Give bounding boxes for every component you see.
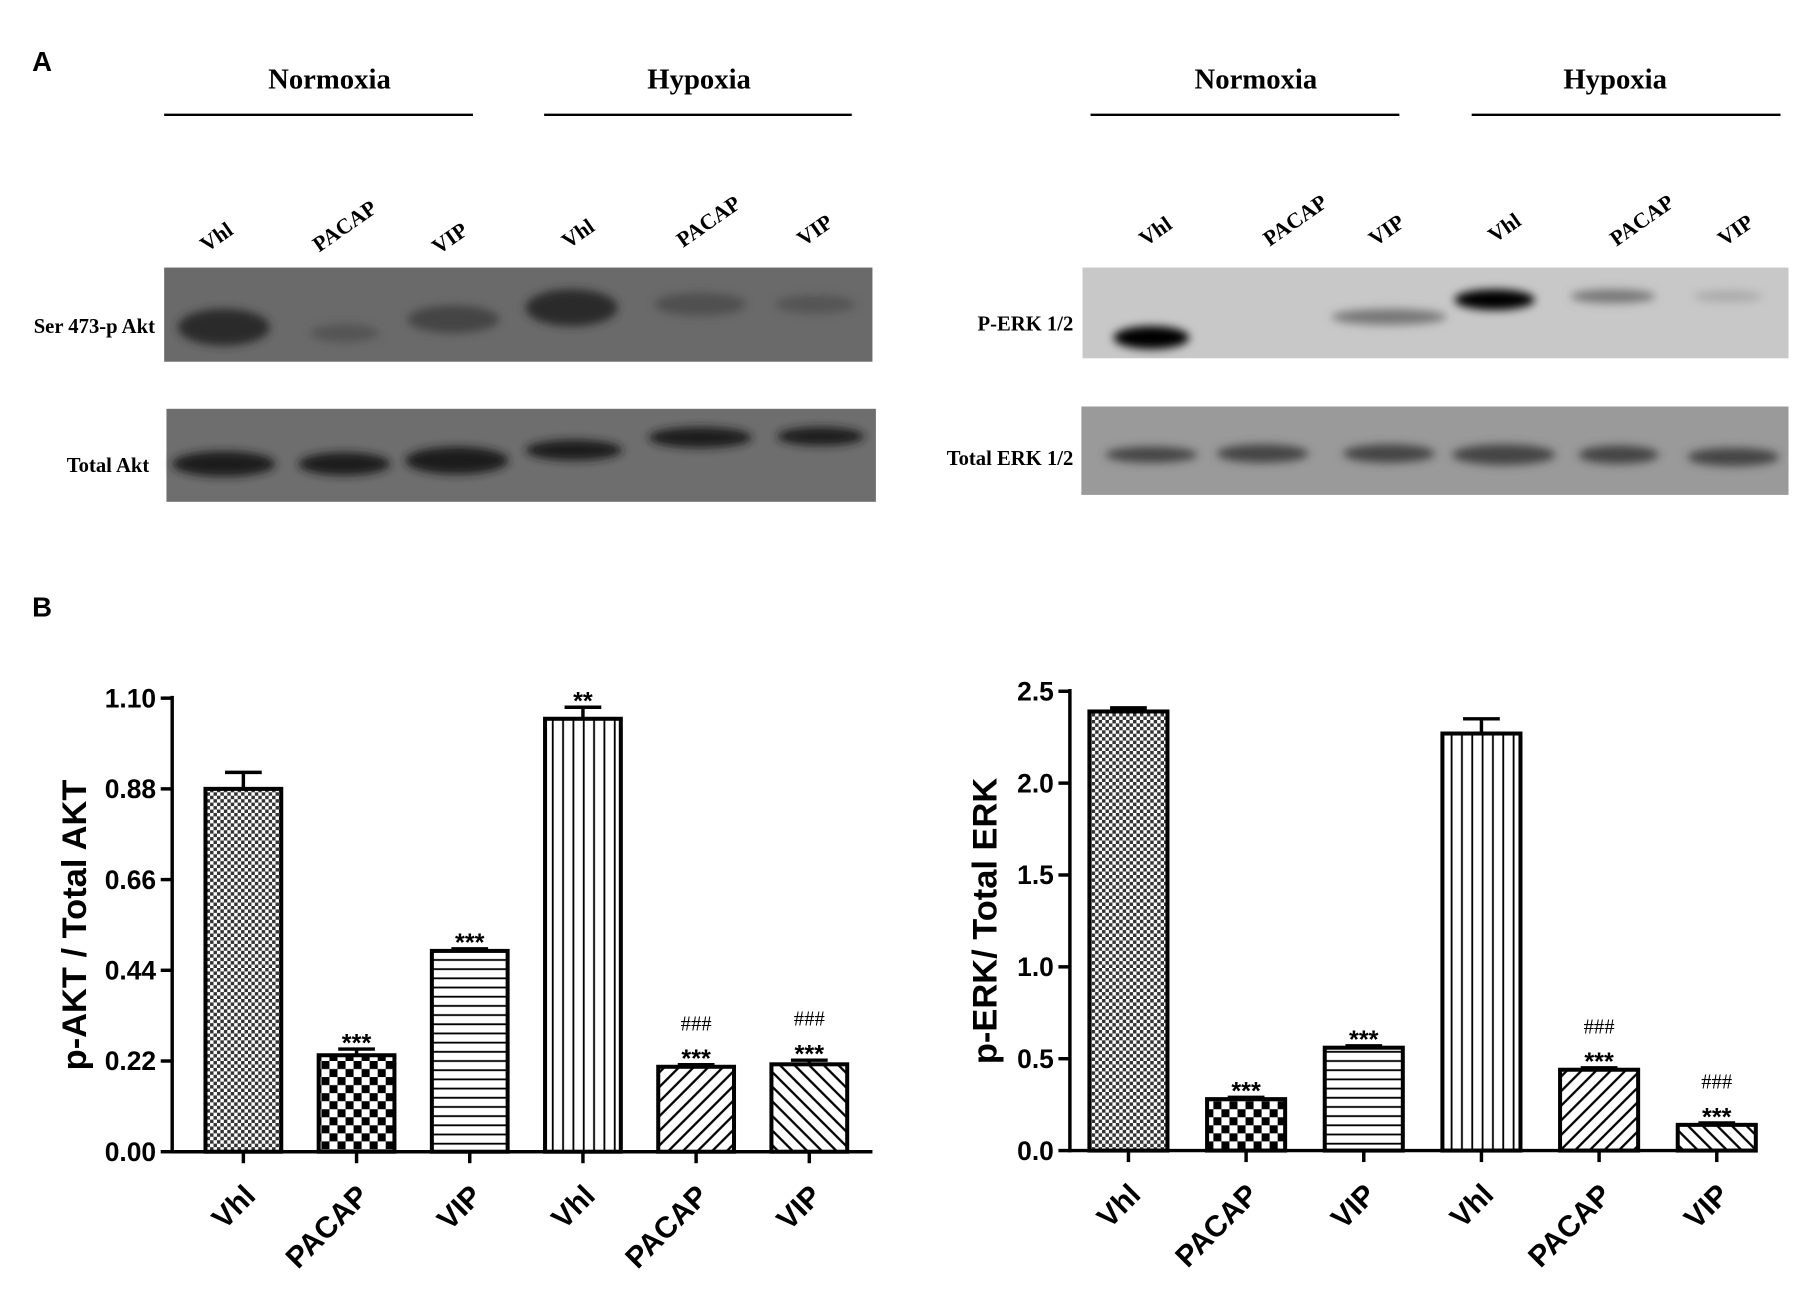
lane-label: VIP bbox=[428, 218, 473, 259]
blot-akt-phospho bbox=[164, 267, 873, 362]
significance-label: *** bbox=[455, 929, 485, 957]
blot-erk-phospho bbox=[1082, 267, 1789, 359]
row-label: Total Akt bbox=[67, 455, 150, 477]
blot-erk-total bbox=[1081, 406, 1789, 495]
error-bar bbox=[1580, 1066, 1618, 1070]
row-label: Total ERK 1/2 bbox=[947, 448, 1074, 470]
y-tick-label: 1.0 bbox=[1017, 952, 1054, 982]
x-tick-label: VIP bbox=[771, 1179, 828, 1236]
significance-label: *** bbox=[681, 1045, 711, 1073]
error-bar bbox=[451, 947, 489, 951]
x-tick-label: PACAP bbox=[1169, 1178, 1265, 1274]
error-bar bbox=[677, 1062, 715, 1067]
significance-label: *** bbox=[1702, 1103, 1732, 1131]
x-tick-label: VIP bbox=[1678, 1178, 1735, 1235]
significance-label: *** bbox=[1231, 1078, 1261, 1106]
significance-label: ### bbox=[1701, 1072, 1732, 1094]
error-bar bbox=[790, 1058, 828, 1065]
bar bbox=[429, 948, 510, 1154]
x-tick-label: VIP bbox=[431, 1179, 488, 1236]
bar bbox=[1322, 1045, 1405, 1153]
bar bbox=[543, 716, 623, 1154]
x-tick-label: PACAP bbox=[619, 1179, 715, 1275]
y-tick-label: 0.66 bbox=[105, 865, 156, 895]
significance-label: ### bbox=[794, 1009, 825, 1031]
y-tick-label: 0.88 bbox=[105, 774, 156, 804]
bar bbox=[1205, 1097, 1288, 1153]
significance-label: ### bbox=[681, 1013, 712, 1035]
error-bar bbox=[564, 705, 602, 719]
x-tick-label: Vhl bbox=[545, 1179, 601, 1235]
y-tick-label: 1.5 bbox=[1017, 860, 1054, 890]
x-tick-label: Vhl bbox=[1091, 1178, 1147, 1234]
error-bar bbox=[1110, 706, 1147, 712]
x-tick-label: Vhl bbox=[206, 1179, 262, 1235]
lane-label: Vhl bbox=[557, 214, 599, 253]
significance-label: *** bbox=[1349, 1026, 1379, 1054]
lane-label: PACAP bbox=[1605, 190, 1678, 251]
lane-label: Vhl bbox=[1484, 208, 1526, 247]
bar bbox=[1558, 1067, 1641, 1153]
error-bar bbox=[1463, 717, 1500, 734]
group-label: Normoxia bbox=[268, 63, 391, 95]
bar bbox=[1440, 731, 1523, 1153]
lane-label: PACAP bbox=[1259, 190, 1332, 251]
panel-label: A bbox=[32, 46, 52, 77]
panel-label: B bbox=[32, 592, 52, 623]
significance-label: ### bbox=[1584, 1016, 1615, 1038]
y-axis-label: p-AKT / Total AKT bbox=[56, 780, 94, 1071]
y-tick-label: 2.5 bbox=[1017, 676, 1054, 706]
blot-akt-total bbox=[166, 408, 876, 502]
error-bar bbox=[338, 1047, 375, 1056]
x-tick-label: VIP bbox=[1325, 1178, 1382, 1235]
row-label: Ser 473-p Akt bbox=[34, 316, 155, 338]
bar bbox=[769, 1062, 850, 1154]
error-bar bbox=[1345, 1044, 1383, 1048]
y-tick-label: 0.22 bbox=[105, 1046, 156, 1076]
x-tick-label: Vhl bbox=[1444, 1178, 1500, 1234]
bar bbox=[203, 786, 284, 1154]
y-tick-label: 2.0 bbox=[1017, 768, 1054, 798]
bar bbox=[656, 1064, 737, 1154]
bar bbox=[316, 1053, 397, 1154]
group-label: Hypoxia bbox=[1563, 63, 1667, 95]
y-tick-label: 1.10 bbox=[105, 683, 156, 713]
significance-label: *** bbox=[342, 1029, 372, 1057]
significance-label: *** bbox=[795, 1040, 825, 1068]
lane-label: Vhl bbox=[1135, 212, 1177, 251]
y-tick-label: 0.44 bbox=[105, 955, 157, 985]
lane-label: VIP bbox=[1713, 210, 1758, 251]
lane-label: Vhl bbox=[196, 218, 238, 257]
x-tick-label: PACAP bbox=[280, 1179, 376, 1275]
bar bbox=[1087, 709, 1170, 1153]
y-tick-label: 0.00 bbox=[105, 1137, 156, 1167]
lane-label: VIP bbox=[793, 210, 838, 251]
group-label: Hypoxia bbox=[647, 63, 751, 95]
y-axis-label: p-ERK/ Total ERK bbox=[966, 778, 1004, 1064]
error-bar bbox=[1227, 1095, 1265, 1100]
error-bar bbox=[1698, 1121, 1736, 1125]
group-label: Normoxia bbox=[1195, 63, 1318, 95]
error-bar bbox=[225, 770, 262, 789]
y-tick-label: 0.0 bbox=[1017, 1136, 1054, 1166]
significance-label: ** bbox=[573, 688, 593, 716]
significance-label: *** bbox=[1584, 1048, 1614, 1076]
lane-label: PACAP bbox=[672, 191, 745, 252]
lane-label: PACAP bbox=[308, 196, 381, 257]
y-tick-label: 0.5 bbox=[1017, 1044, 1054, 1074]
x-tick-label: PACAP bbox=[1522, 1178, 1618, 1274]
row-label: P-ERK 1/2 bbox=[978, 314, 1074, 336]
lane-label: VIP bbox=[1364, 210, 1409, 251]
